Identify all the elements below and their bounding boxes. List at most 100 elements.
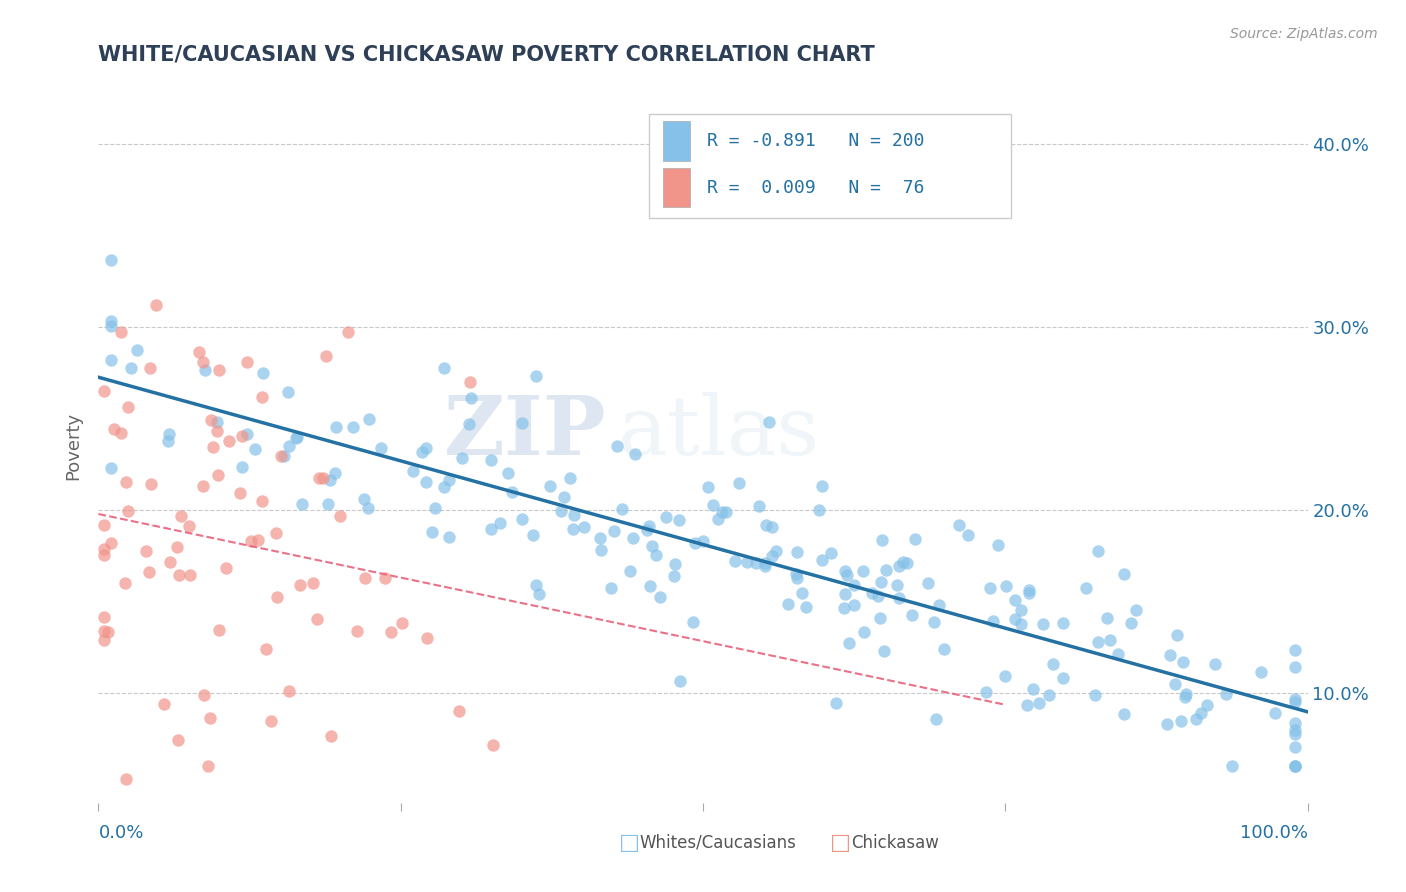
Point: [599, 582, 621, 596]
Point: [744, 556, 766, 570]
Point: [167, 732, 190, 747]
Point: [402, 464, 425, 478]
Point: [194, 363, 217, 377]
Point: [664, 557, 686, 571]
Point: [93, 632, 115, 647]
Point: [1010, 603, 1032, 617]
Point: [1284, 642, 1306, 657]
Text: atlas: atlas: [619, 392, 821, 472]
Point: [138, 565, 160, 579]
Point: [538, 479, 561, 493]
Point: [761, 549, 783, 564]
Point: [1185, 712, 1208, 726]
Point: [207, 467, 229, 482]
Point: [93, 549, 115, 563]
Point: [869, 611, 891, 625]
Point: [796, 599, 818, 614]
Point: [1042, 657, 1064, 671]
Point: [1284, 759, 1306, 773]
Point: [370, 441, 392, 455]
Text: WHITE/CAUCASIAN VS CHICKASAW POVERTY CORRELATION CHART: WHITE/CAUCASIAN VS CHICKASAW POVERTY COR…: [98, 45, 875, 64]
Point: [522, 528, 544, 542]
Point: [560, 471, 582, 485]
Point: [761, 519, 783, 533]
Point: [974, 685, 997, 699]
Point: [834, 587, 856, 601]
Point: [460, 391, 482, 405]
Point: [824, 696, 846, 710]
Point: [1159, 648, 1181, 663]
Point: [187, 344, 209, 359]
Point: [411, 445, 433, 459]
Point: [1166, 628, 1188, 642]
Point: [157, 434, 180, 448]
Point: [683, 536, 706, 550]
Point: [562, 508, 585, 522]
Point: [218, 434, 240, 449]
Point: [373, 571, 395, 585]
Point: [904, 533, 927, 547]
Point: [887, 558, 910, 573]
Point: [93, 384, 115, 398]
Point: [228, 486, 250, 500]
Point: [638, 579, 661, 593]
Point: [266, 814, 288, 829]
Point: [93, 624, 115, 639]
Point: [870, 575, 893, 590]
Point: [319, 473, 342, 487]
Point: [1107, 647, 1129, 661]
Text: 100.0%: 100.0%: [1240, 824, 1308, 842]
Point: [115, 772, 138, 787]
Point: [231, 428, 253, 442]
Point: [264, 526, 287, 541]
Point: [501, 485, 523, 500]
Point: [1284, 723, 1306, 737]
Point: [669, 674, 692, 689]
Point: [159, 555, 181, 569]
Point: [524, 578, 547, 592]
Point: [853, 625, 876, 640]
Point: [1087, 635, 1109, 649]
Point: [114, 575, 136, 590]
Point: [437, 530, 460, 544]
Point: [325, 419, 347, 434]
Point: [496, 466, 519, 480]
Point: [321, 729, 343, 743]
Point: [668, 513, 690, 527]
Point: [682, 615, 704, 629]
Point: [834, 564, 856, 578]
Point: [870, 533, 893, 548]
Point: [692, 534, 714, 549]
Point: [127, 343, 149, 358]
Point: [637, 518, 659, 533]
Point: [391, 616, 413, 631]
Point: [323, 466, 346, 480]
Point: [765, 544, 787, 558]
Point: [1264, 706, 1286, 721]
Point: [285, 430, 308, 444]
Point: [1204, 657, 1226, 671]
Text: Whites/Caucasians: Whites/Caucasians: [640, 834, 797, 852]
Point: [135, 543, 157, 558]
Point: [315, 349, 337, 363]
Point: [724, 554, 747, 568]
Text: □: □: [830, 833, 851, 853]
Point: [1164, 676, 1187, 690]
Point: [994, 669, 1017, 683]
Point: [100, 536, 122, 550]
Point: [117, 400, 139, 414]
Point: [603, 524, 626, 538]
Point: [93, 542, 115, 557]
Point: [100, 252, 122, 267]
Point: [259, 714, 281, 728]
Text: □: □: [619, 833, 640, 853]
Point: [415, 441, 437, 455]
Point: [889, 591, 911, 605]
Point: [231, 459, 253, 474]
Point: [1119, 616, 1142, 631]
Point: [451, 451, 474, 466]
Point: [447, 704, 470, 718]
Point: [572, 520, 595, 534]
Point: [948, 518, 970, 533]
Point: [1125, 602, 1147, 616]
